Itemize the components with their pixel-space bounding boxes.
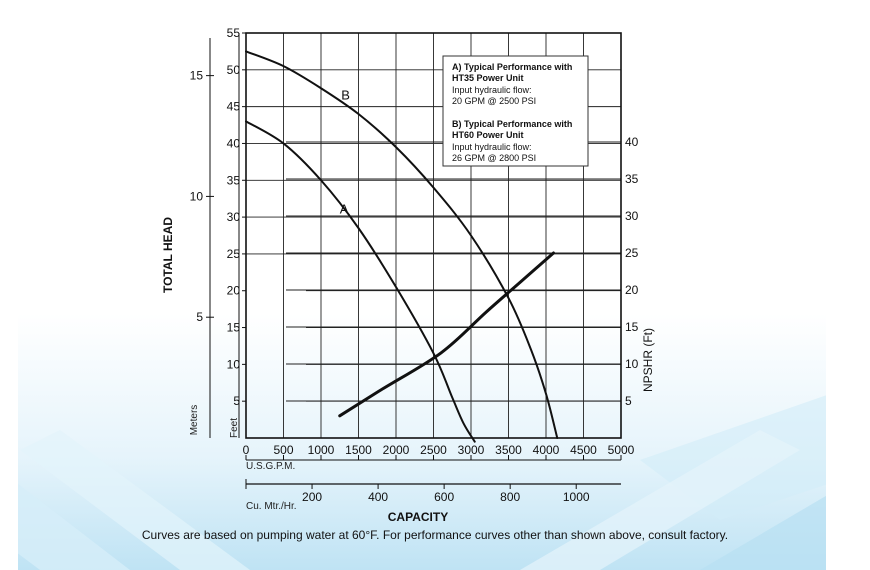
npshr-tick-label: 10 <box>625 357 639 371</box>
legend-a-title2: HT35 Power Unit <box>452 73 524 83</box>
metric-tick-label: 200 <box>302 490 322 504</box>
legend-a-line1: Input hydraulic flow: <box>452 85 532 95</box>
metric-label: Cu. Mtr./Hr. <box>246 501 297 512</box>
npshr-tick-label: 5 <box>625 394 632 408</box>
usgpm-tick-label: 2500 <box>420 443 447 457</box>
y-axis-title: TOTAL HEAD <box>161 217 175 293</box>
npshr-curve <box>338 251 555 418</box>
feet-tick-label: 30 <box>227 210 241 224</box>
legend-a-title1: A) Typical Performance with <box>452 62 572 72</box>
usgpm-tick-label: 3000 <box>458 443 485 457</box>
legend-b-line1: Input hydraulic flow: <box>452 142 532 152</box>
usgpm-label: U.S.G.P.M. <box>246 461 295 472</box>
usgpm-tick-label: 3500 <box>495 443 522 457</box>
metric-tick-label: 400 <box>368 490 388 504</box>
metric-tick-label: 600 <box>434 490 454 504</box>
feet-tick-label: 45 <box>227 100 241 114</box>
metric-tick-label: 800 <box>500 490 520 504</box>
legend-b-title1: B) Typical Performance with <box>452 119 572 129</box>
curve-a-label: A <box>340 202 349 217</box>
usgpm-tick-label: 5000 <box>608 443 635 457</box>
meters-tick-label: 5 <box>196 310 203 324</box>
meters-label: Meters <box>189 405 200 436</box>
usgpm-tick-label: 2000 <box>383 443 410 457</box>
feet-tick-label: 5 <box>233 394 240 408</box>
feet-tick-label: 20 <box>227 284 241 298</box>
curve-b-label: B <box>341 88 350 103</box>
axis-ticks: 5101520253035404550555101551015202530354… <box>190 26 639 504</box>
meters-tick-label: 15 <box>190 69 204 83</box>
legend-b-title2: HT60 Power Unit <box>452 130 524 140</box>
legend-box: A) Typical Performance with HT35 Power U… <box>442 55 589 167</box>
npshr-tick-label: 30 <box>625 209 639 223</box>
axis-labels: TOTAL HEAD Meters Feet NPSHR (Ft) U.S.G.… <box>161 217 655 524</box>
chart-caption: Curves are based on pumping water at 60°… <box>141 528 729 542</box>
feet-tick-label: 15 <box>227 321 241 335</box>
feet-tick-label: 10 <box>227 357 241 371</box>
usgpm-tick-label: 0 <box>243 443 250 457</box>
npshr-tick-label: 20 <box>625 283 639 297</box>
usgpm-tick-label: 500 <box>273 443 293 457</box>
plot-border <box>245 32 622 439</box>
usgpm-tick-label: 1000 <box>308 443 335 457</box>
x-axis-title: CAPACITY <box>388 510 448 524</box>
feet-tick-label: 35 <box>227 173 241 187</box>
npshr-tick-label: 15 <box>625 320 639 334</box>
legend-a-line2: 20 GPM @ 2500 PSI <box>452 96 536 106</box>
usgpm-tick-label: 4000 <box>533 443 560 457</box>
series-curves: AB <box>245 50 559 443</box>
feet-label: Feet <box>229 418 240 438</box>
npshr-tick-label: 25 <box>625 246 639 260</box>
metric-tick-label: 1000 <box>563 490 590 504</box>
meters-tick-label: 10 <box>190 189 204 203</box>
npshr-tick-label: 40 <box>625 135 639 149</box>
npshr-tick-label: 35 <box>625 172 639 186</box>
feet-tick-label: 55 <box>227 26 241 40</box>
usgpm-tick-label: 1500 <box>345 443 372 457</box>
usgpm-tick-label: 4500 <box>570 443 597 457</box>
npshr-axis-title: NPSHR (Ft) <box>641 328 655 392</box>
plot-frame <box>245 32 622 439</box>
feet-tick-label: 25 <box>227 247 241 261</box>
legend-b-line2: 26 GPM @ 2800 PSI <box>452 153 536 163</box>
head-curve-a <box>245 120 476 443</box>
head-curve-b <box>245 50 559 439</box>
feet-tick-label: 50 <box>227 63 241 77</box>
feet-tick-label: 40 <box>227 136 241 150</box>
